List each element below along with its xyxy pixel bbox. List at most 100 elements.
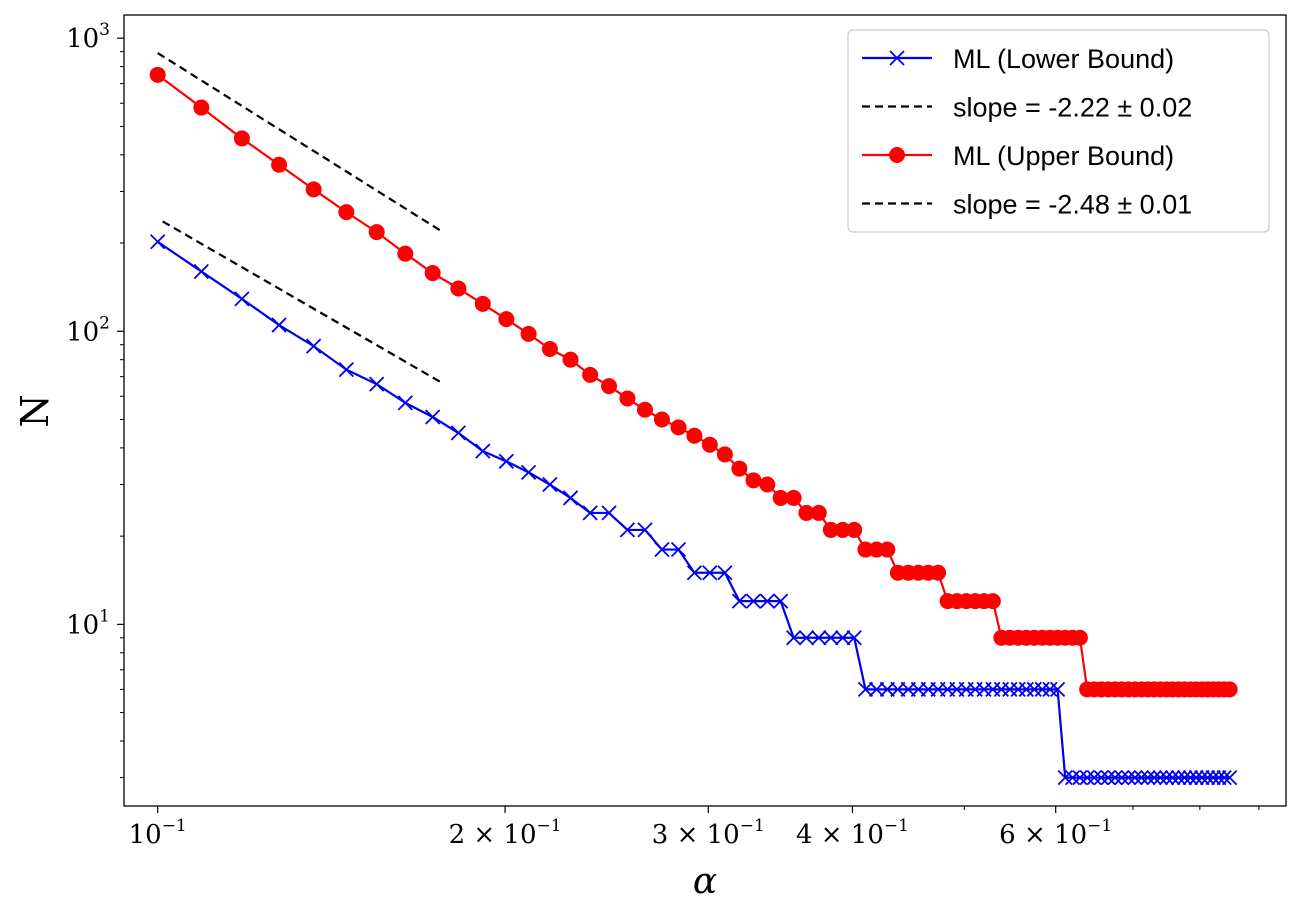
upper-bound-point: [1221, 681, 1238, 698]
lower-bound-point: [1034, 681, 1050, 698]
upper-bound-point: [305, 181, 322, 198]
lower-bound-point: [150, 234, 166, 250]
lower-bound-point: [1170, 769, 1187, 786]
upper-bound-point: [846, 521, 863, 538]
lower-bound-point: [745, 593, 762, 609]
legend-label: ML (Upper Bound): [953, 141, 1174, 171]
series-1: [162, 220, 442, 384]
lower-bound-point: [1026, 681, 1042, 698]
lower-bound-point: [582, 505, 598, 521]
legend: ML (Lower Bound) slope = -2.22 ± 0.02 ML (…: [847, 29, 1270, 233]
upper-bound-point: [686, 427, 703, 444]
lower-bound-point: [498, 453, 514, 469]
upper-bound-point: [498, 311, 515, 328]
lower-bound-point: [1176, 769, 1193, 786]
lower-bound-point: [1205, 769, 1221, 786]
lower-bound-point: [717, 565, 733, 581]
legend-entry-0: ML (Lower Bound): [862, 44, 1174, 74]
lower-bound-point: [857, 681, 874, 698]
lower-bound-point: [1018, 681, 1034, 698]
y-tick-label: 101: [66, 606, 110, 640]
lower-bound-point: [601, 505, 617, 521]
lower-bound-point: [686, 565, 703, 581]
upper-bound-point: [397, 245, 414, 262]
lower-bound-point: [1120, 769, 1137, 786]
series-line-0: [157, 240, 1230, 779]
lower-bound-point: [1127, 769, 1143, 786]
upper-bound-point: [520, 325, 537, 342]
upper-bound-point: [149, 66, 166, 83]
slope-line-3: [157, 52, 442, 232]
upper-bound-point: [930, 564, 947, 581]
lower-bound-point: [1199, 769, 1216, 786]
lower-bound-point: [1107, 769, 1123, 786]
lower-bound-point: [835, 630, 851, 646]
upper-bound-point: [338, 204, 355, 221]
lower-bound-point: [1093, 769, 1109, 786]
series-2: [149, 66, 1238, 698]
lower-bound-point: [1158, 769, 1175, 786]
upper-bound-point: [233, 130, 250, 147]
lower-bound-point: [759, 593, 775, 609]
x-tick-label: 3 × 10−1: [652, 816, 765, 850]
x-tick-label: 10−1: [129, 816, 187, 850]
y-tick-label: 102: [66, 313, 110, 347]
ticks-layer: 10−1 2 × 10−1 3 × 10−1 4 × 10−1 6 × 10−1 101 1…: [66, 20, 1260, 850]
legend-marker-x: [889, 50, 905, 66]
upper-bound-point: [822, 521, 839, 538]
upper-bound-point: [745, 472, 762, 489]
lower-bound-point: [450, 425, 466, 441]
lower-bound-point: [1049, 681, 1066, 698]
lower-bound-point: [773, 593, 789, 609]
lower-bound-point: [425, 409, 441, 425]
upper-bound-point: [759, 476, 776, 493]
lower-bound-point: [1100, 769, 1116, 786]
lower-bound-point: [670, 541, 687, 558]
lower-bound-point: [1182, 769, 1199, 786]
upper-bound-point: [474, 295, 491, 312]
x-tick-label: 6 × 10−1: [999, 816, 1112, 850]
lower-bound-point: [193, 263, 209, 280]
lower-bound-point: [811, 630, 827, 646]
lower-bound-point: [1164, 769, 1181, 786]
lower-bound-point: [1057, 769, 1073, 786]
y-axis-title: N: [13, 394, 57, 427]
upper-bound-point: [368, 224, 385, 241]
upper-bound-point: [834, 521, 851, 538]
lower-bound-point: [1042, 681, 1058, 698]
upper-bound-point: [731, 460, 748, 477]
legend-label: ML (Lower Bound): [953, 44, 1174, 74]
upper-bound-point: [701, 436, 718, 453]
upper-bound-point: [636, 401, 653, 418]
x-tick-label: 4 × 10−1: [796, 816, 909, 850]
upper-bound-point: [670, 419, 687, 436]
upper-bound-point: [619, 390, 636, 407]
lower-bound-point: [786, 630, 802, 646]
legend-frame: [847, 29, 1270, 233]
lower-bound-point: [798, 630, 815, 646]
upper-bound-point: [984, 593, 1001, 610]
legend-label: slope = -2.48 ± 0.01: [953, 190, 1192, 220]
legend-entry-2: ML (Upper Bound): [862, 141, 1174, 171]
legend-label: slope = -2.22 ± 0.02: [953, 93, 1192, 123]
legend-entry-3: slope = -2.48 ± 0.01: [862, 190, 1192, 220]
plot-frame: [123, 14, 1287, 807]
lower-bound-point: [1194, 769, 1210, 786]
upper-bound-point: [1071, 629, 1088, 646]
series-3: [157, 52, 442, 232]
upper-bound-point: [772, 489, 789, 506]
upper-bound-point: [857, 541, 874, 558]
lower-bound-point: [702, 565, 718, 581]
upper-bound-point: [582, 366, 599, 383]
series-layer: [149, 52, 1238, 786]
lower-bound-point: [731, 593, 748, 609]
lower-bound-point: [520, 464, 537, 481]
lower-bound-point: [1222, 769, 1238, 786]
legend-entry-1: slope = -2.22 ± 0.02: [862, 93, 1192, 123]
lower-bound-point: [305, 338, 322, 354]
upper-bound-point: [562, 351, 579, 368]
lower-bound-point: [397, 395, 413, 411]
upper-bound-point: [271, 156, 288, 173]
slope-line-1: [162, 220, 442, 384]
